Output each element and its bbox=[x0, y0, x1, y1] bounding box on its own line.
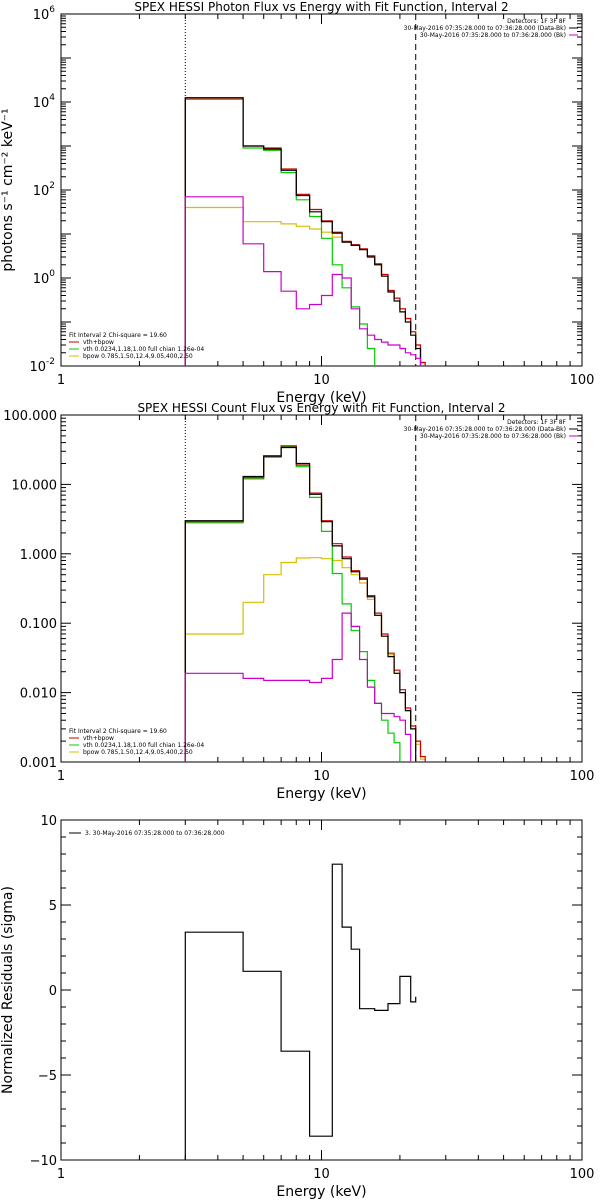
y-tick-exponent: 0 bbox=[49, 269, 55, 279]
plot-frame bbox=[60, 414, 583, 763]
series-line-data bbox=[184, 446, 417, 762]
series-line-vth bbox=[184, 446, 401, 762]
series-line-data bbox=[184, 97, 422, 366]
series-group bbox=[184, 863, 417, 1160]
y-tick-label: 0 bbox=[49, 984, 57, 999]
legend-entry: 3. 30-May-2016 07:35:28.000 to 07:36:28.… bbox=[85, 830, 225, 837]
x-axis-label: Energy (keV) bbox=[276, 390, 366, 406]
x-tick-label: 1 bbox=[57, 1167, 65, 1182]
y-tick-exponent: 6 bbox=[49, 5, 55, 15]
plot-frame bbox=[60, 13, 583, 367]
legend-entry: bpow 0.785,1.50,12.4,9.05,400,2.50 bbox=[83, 353, 193, 360]
series-line-bk bbox=[184, 97, 426, 366]
y-tick-base: 10 bbox=[29, 360, 46, 375]
legend-entry: 30-May-2016 07:35:28.000 to 07:36:28.000… bbox=[404, 25, 566, 32]
panel-3: 1 10 100 Energy (keV) −10 −5 0 5 10 Normalized Re… bbox=[0, 814, 594, 1200]
x-tick-label: 1 bbox=[57, 373, 65, 388]
y-tick-exponent: 4 bbox=[49, 93, 55, 103]
legend-entry: vth+bpow bbox=[83, 735, 114, 742]
legend-entry: Fit Interval 2 Chi-square = 19.60 bbox=[69, 332, 167, 339]
y-tick-label: −5 bbox=[38, 1069, 57, 1084]
x-axis-label: Energy (keV) bbox=[276, 1184, 366, 1200]
y-tick-label: 0.001 bbox=[20, 756, 57, 771]
y-tick-label: 10.000 bbox=[12, 478, 58, 493]
y-tick-label: 102 bbox=[33, 181, 55, 199]
x-tick-label: 100 bbox=[570, 373, 595, 388]
y-tick-label: −10 bbox=[30, 1154, 57, 1169]
series-group bbox=[184, 445, 426, 762]
legend-entry: 30-May-2016 07:35:28.000 to 07:36:28.000… bbox=[420, 433, 566, 440]
legend-entry: Detectors: 1F 3F 8F bbox=[507, 419, 566, 426]
x-tick-label: 100 bbox=[570, 1167, 595, 1182]
x-tick-label: 1 bbox=[57, 769, 65, 784]
y-tick-label: 10 bbox=[40, 814, 57, 829]
panel-2: SPEX HESSI Count Flux vs Energy with Fit… bbox=[3, 401, 594, 802]
legend-entry: Fit Interval 2 Chi-square = 19.60 bbox=[69, 728, 167, 735]
x-tick-label: 100 bbox=[570, 769, 595, 784]
series-line-bk bbox=[184, 445, 426, 762]
x-tick-label: 10 bbox=[313, 1167, 330, 1182]
x-tick-label: 10 bbox=[313, 769, 330, 784]
y-tick-label: 10-2 bbox=[29, 357, 55, 375]
series-group bbox=[184, 97, 426, 366]
y-tick-label: 104 bbox=[33, 93, 56, 111]
y-axis-label: Normalized Residuals (sigma) bbox=[0, 886, 16, 1094]
legend-entry: vth 0.0234,1.18,1.00 full chian 1.26e-04 bbox=[83, 346, 204, 353]
series-line-bg_series bbox=[184, 612, 417, 762]
series-line-bpow bbox=[184, 557, 426, 762]
legend-entry: bpow 0.785,1.50,12.4,9.05,400,2.50 bbox=[83, 749, 193, 756]
x-axis-label: Energy (keV) bbox=[276, 786, 366, 802]
y-tick-label: 100.000 bbox=[3, 409, 57, 424]
chart-title: SPEX HESSI Photon Flux vs Energy with Fi… bbox=[134, 0, 508, 14]
y-tick-label: 1.000 bbox=[20, 548, 57, 563]
y-tick-base: 10 bbox=[33, 184, 50, 199]
legend-entry: vth 0.0234,1.18,1.00 full chian 1.26e-04 bbox=[83, 742, 204, 749]
y-tick-base: 10 bbox=[33, 96, 50, 111]
y-tick-base: 10 bbox=[33, 8, 50, 23]
y-tick-label: 0.100 bbox=[20, 617, 57, 632]
y-tick-label: 106 bbox=[33, 5, 56, 23]
series-line-bg_series bbox=[184, 196, 422, 366]
plot-frame bbox=[60, 819, 583, 1161]
chart-title: SPEX HESSI Count Flux vs Energy with Fit… bbox=[137, 401, 505, 415]
series-line-bpow bbox=[184, 206, 426, 366]
legend-entry: 30-May-2016 07:35:28.000 to 07:36:28.000… bbox=[404, 426, 566, 433]
series-line-data bbox=[184, 863, 417, 1160]
y-tick-exponent: 2 bbox=[49, 181, 55, 191]
legend-entry: vth+bpow bbox=[83, 339, 114, 346]
y-tick-label: 100 bbox=[33, 269, 56, 287]
y-tick-base: 10 bbox=[33, 272, 50, 287]
panel-1: SPEX HESSI Photon Flux vs Energy with Fi… bbox=[0, 0, 594, 406]
y-tick-label: 0.010 bbox=[20, 687, 57, 702]
series-line-vth bbox=[184, 98, 376, 366]
x-tick-label: 10 bbox=[313, 373, 330, 388]
y-tick-label: 5 bbox=[49, 899, 57, 914]
y-axis-label: photons s⁻¹ cm⁻² keV⁻¹ bbox=[0, 108, 16, 271]
legend-entry: Detectors: 1F 3F 8F bbox=[507, 18, 566, 25]
y-tick-exponent: -2 bbox=[46, 357, 55, 367]
legend-entry: 30-May-2016 07:35:28.000 to 07:36:28.000… bbox=[420, 32, 566, 39]
